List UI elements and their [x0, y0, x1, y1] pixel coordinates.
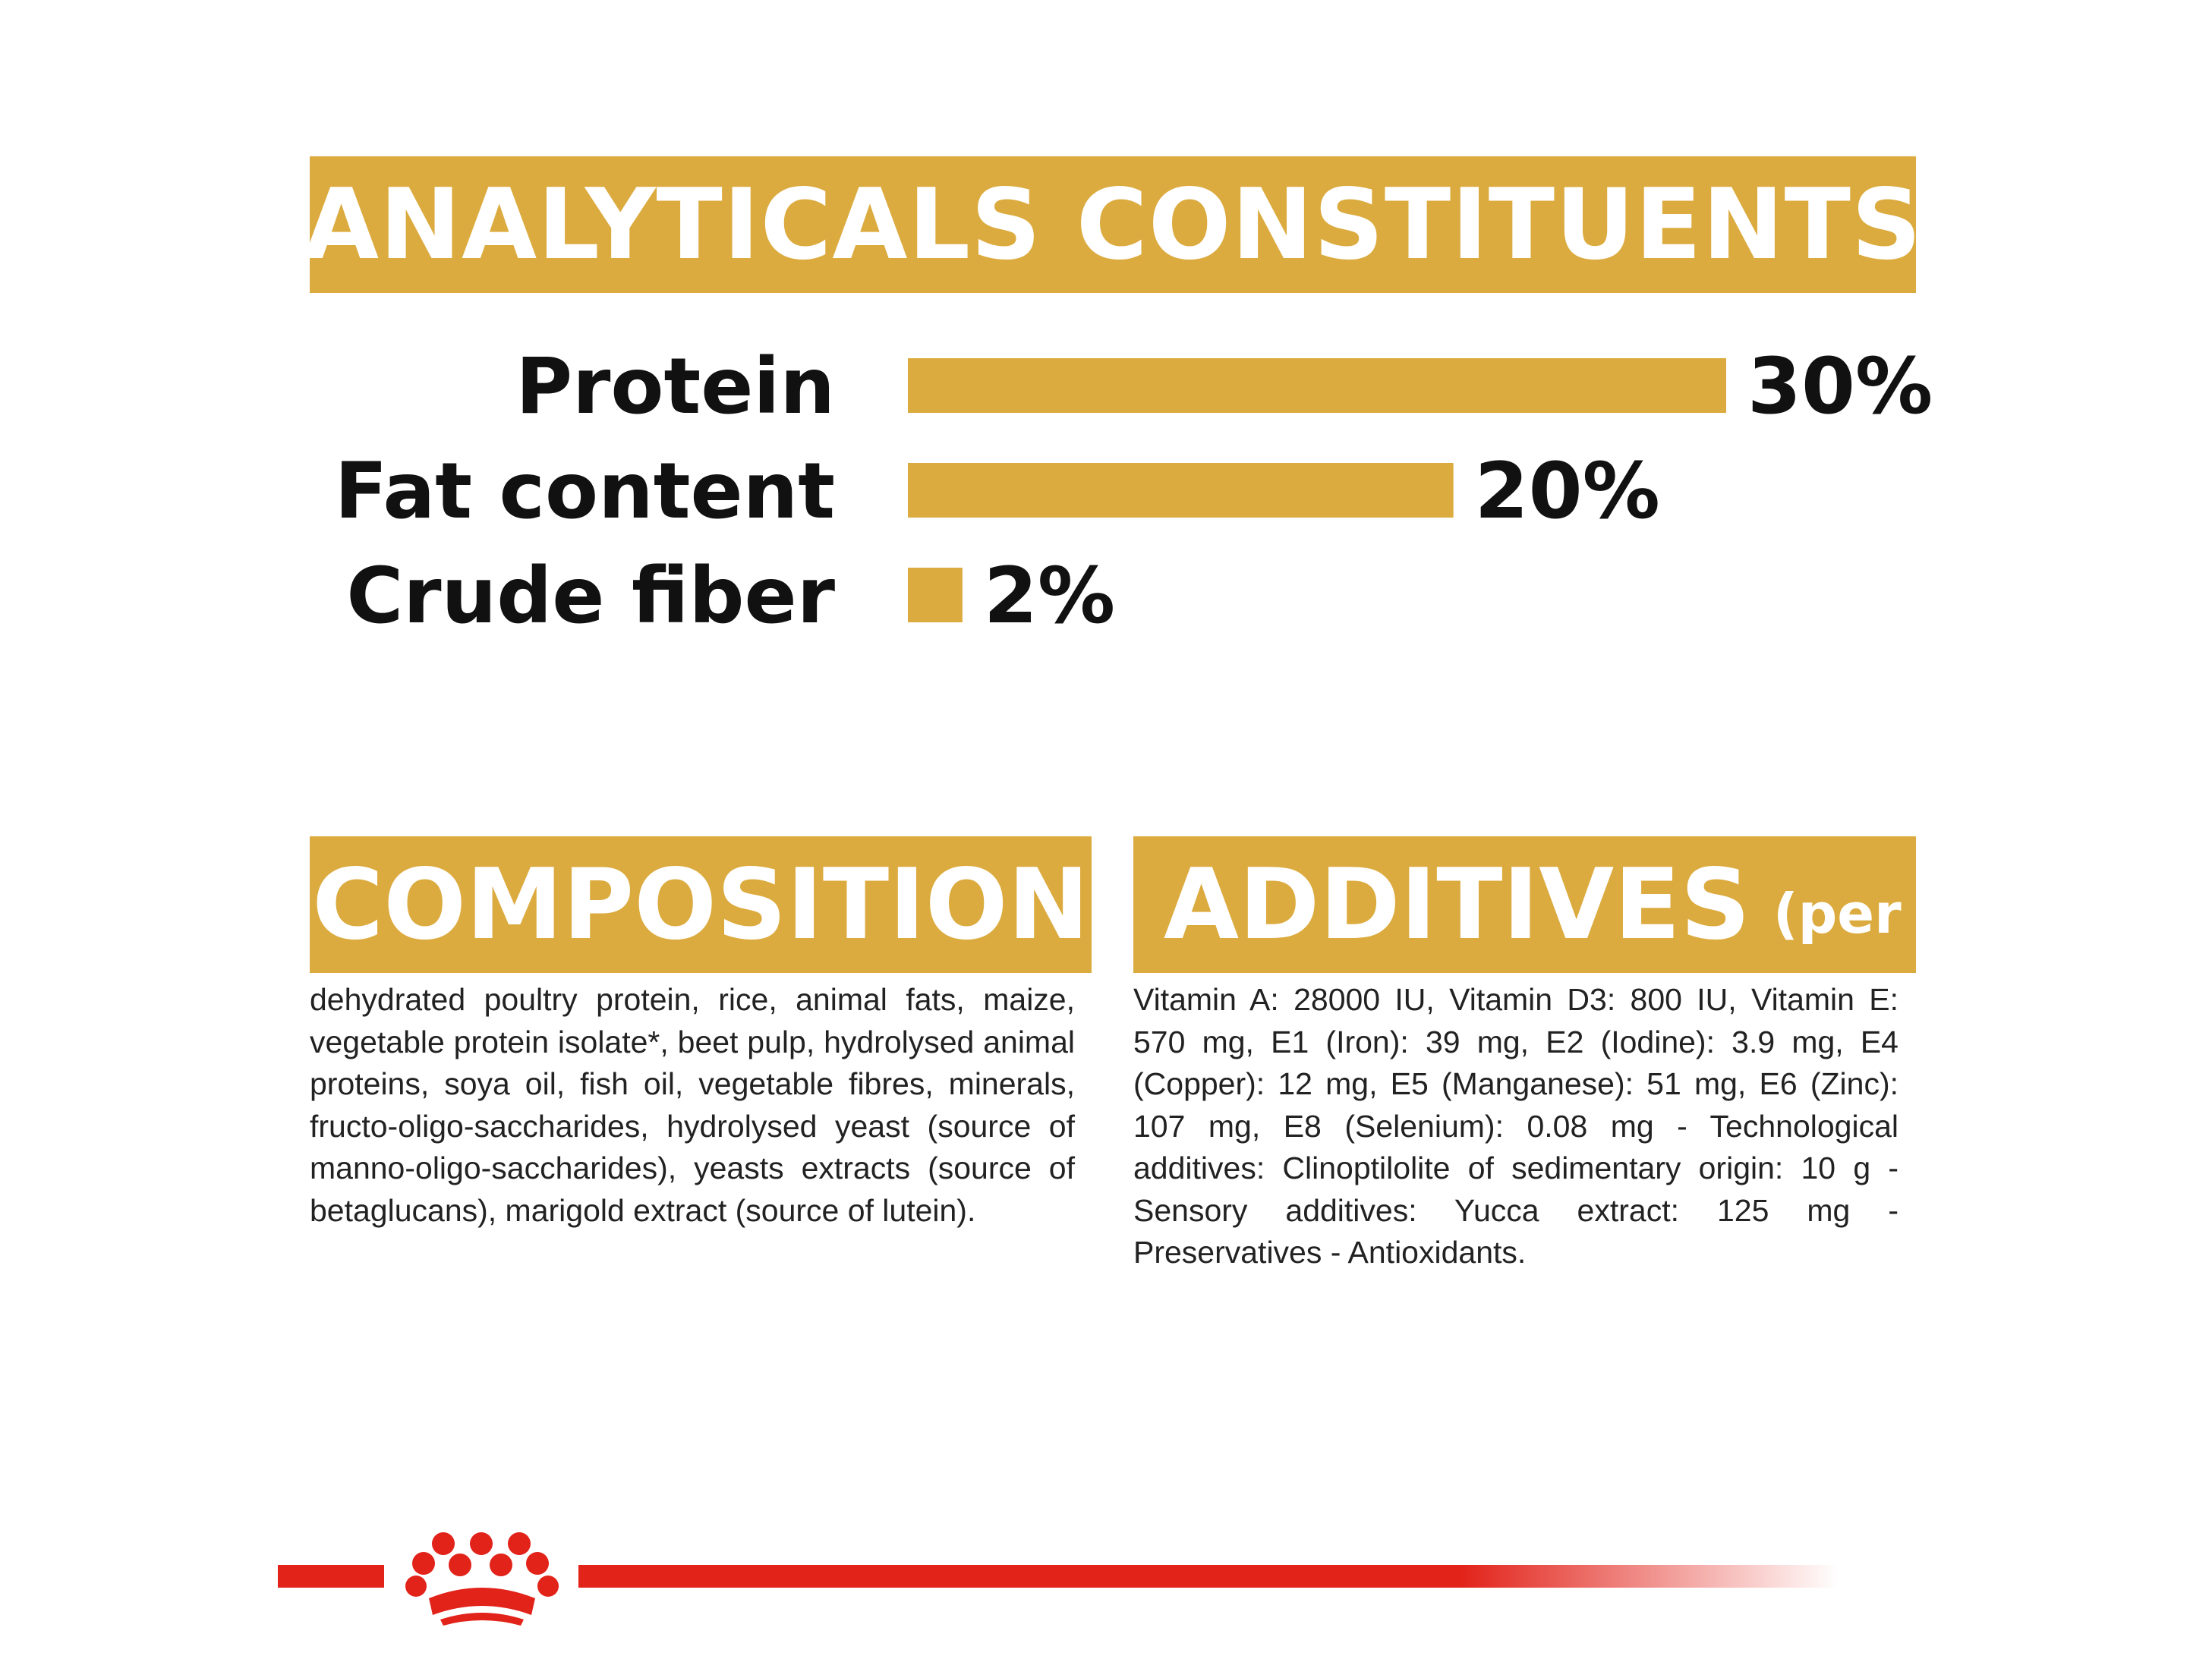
bar-label-fat-content: Fat content — [335, 446, 835, 537]
bar-protein — [908, 358, 1726, 413]
analyticals-title: ANALYTICALS CONSTITUENTS — [303, 168, 1923, 282]
additives-per-kg: (per kg) — [1772, 882, 2021, 946]
additives-text: Vitamin A: 28000 IU, Vitamin D3: 800 IU,… — [1133, 982, 1898, 1270]
crown-icon — [405, 1532, 559, 1626]
additives-title: ADDITIVES — [1164, 848, 1750, 962]
analyticals-constituents-banner: ANALYTICALS CONSTITUENTS — [304, 156, 1921, 293]
composition-title: COMPOSITION — [312, 848, 1089, 962]
bar-label-protein: Protein — [515, 342, 835, 432]
bar-value-protein: 30% — [1747, 342, 1933, 432]
composition-text: dehydrated poultry protein, rice, animal… — [310, 982, 1075, 1228]
bar-value-crude-fiber: 2% — [984, 551, 1115, 641]
constituents-bar-chart: Protein 30% Fat content 20% Crude fiber 2% — [335, 342, 1933, 641]
bar-fat-content — [908, 463, 1454, 518]
bar-value-fat-content: 20% — [1475, 446, 1660, 537]
footer-stripe-left — [278, 1565, 384, 1588]
additives-banner: ADDITIVES (per kg) — [1133, 836, 2021, 973]
composition-banner: COMPOSITION — [310, 836, 1092, 973]
footer-stripe-right — [578, 1565, 1839, 1588]
bar-crude-fiber — [908, 568, 963, 622]
bar-label-crude-fiber: Crude fiber — [346, 551, 835, 641]
